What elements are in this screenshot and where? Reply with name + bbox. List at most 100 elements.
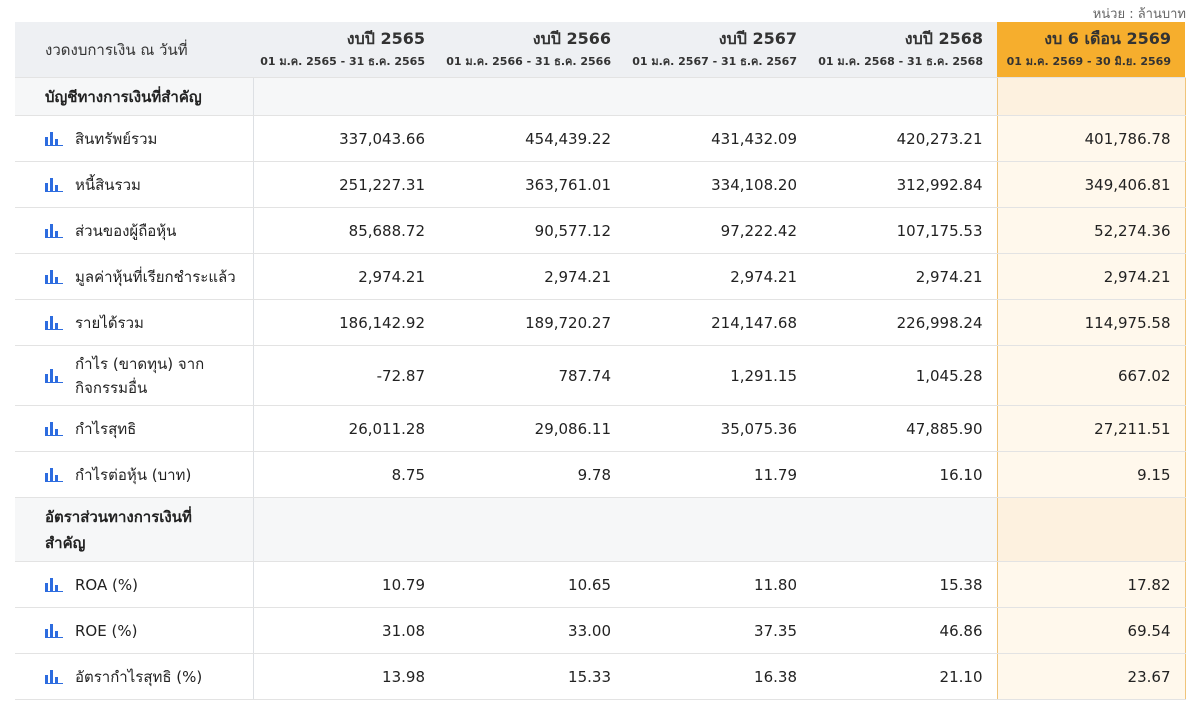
table-row: กำไรต่อหุ้น (บาท) 8.75 9.78 11.79 16.10 9.15 bbox=[15, 451, 1186, 498]
financial-table: งวดงบการเงิน ณ วันที่ งบปี 2565 01 ม.ค. … bbox=[15, 22, 1186, 700]
row-label-wrap: มูลค่าหุ้นที่เรียกชำระแล้ว bbox=[15, 265, 253, 289]
row-label-wrap: ROA (%) bbox=[15, 573, 253, 597]
row-label-wrap: อัตรากำไรสุทธิ (%) bbox=[15, 665, 253, 689]
row-label-cell: กำไรสุทธิ bbox=[15, 405, 254, 452]
row-label-wrap: สินทรัพย์รวม bbox=[15, 127, 253, 151]
column-header-2567: งบปี 2567 01 ม.ค. 2567 - 31 ธ.ค. 2567 bbox=[625, 22, 811, 78]
value-cell: 186,142.92 bbox=[253, 299, 439, 346]
column-header-2565: งบปี 2565 01 ม.ค. 2565 - 31 ธ.ค. 2565 bbox=[253, 22, 439, 78]
row-label-wrap: กำไรต่อหุ้น (บาท) bbox=[15, 463, 253, 487]
row-label: ROA (%) bbox=[75, 575, 138, 594]
value-cell: 47,885.90 bbox=[811, 405, 997, 452]
unit-label: หน่วย : ล้านบาท bbox=[1092, 7, 1186, 22]
value-cell: 10.65 bbox=[439, 561, 625, 608]
section-empty-cell bbox=[811, 77, 997, 116]
row-label-wrap: ROE (%) bbox=[15, 619, 253, 643]
value-cell: 312,992.84 bbox=[811, 161, 997, 208]
value-cell: 667.02 bbox=[996, 345, 1186, 406]
row-label: สินทรัพย์รวม bbox=[75, 129, 158, 148]
table-row: มูลค่าหุ้นที่เรียกชำระแล้ว 2,974.21 2,974.… bbox=[15, 253, 1186, 300]
header-row: งวดงบการเงิน ณ วันที่ งบปี 2565 01 ม.ค. … bbox=[15, 22, 1185, 78]
value-cell: 85,688.72 bbox=[253, 207, 439, 254]
bar-chart-icon[interactable] bbox=[45, 669, 63, 684]
value-cell: 1,045.28 bbox=[811, 345, 997, 406]
value-cell: 2,974.21 bbox=[439, 253, 625, 300]
table-row: หนี้สินรวม 251,227.31 363,761.01 334,108.20… bbox=[15, 161, 1186, 208]
period-header-label: งวดงบการเงิน ณ วันที่ bbox=[15, 22, 253, 78]
value-cell: 29,086.11 bbox=[439, 405, 625, 452]
value-cell: 1,291.15 bbox=[625, 345, 811, 406]
section-empty-cell bbox=[253, 497, 439, 562]
section-title: บัญชีทางการเงินที่สำคัญ bbox=[15, 77, 254, 116]
row-label: หนี้สินรวม bbox=[75, 175, 141, 194]
bar-chart-icon[interactable] bbox=[45, 421, 63, 436]
value-cell: 15.33 bbox=[439, 653, 625, 700]
value-cell: 21.10 bbox=[811, 653, 997, 700]
value-cell: 8.75 bbox=[253, 451, 439, 498]
value-cell: 2,974.21 bbox=[811, 253, 997, 300]
bar-chart-icon[interactable] bbox=[45, 315, 63, 330]
column-range: 01 ม.ค. 2568 - 31 ธ.ค. 2568 bbox=[818, 55, 983, 68]
bar-chart-icon[interactable] bbox=[45, 131, 63, 146]
value-cell: 114,975.58 bbox=[996, 299, 1186, 346]
row-label: อัตรากำไรสุทธิ (%) bbox=[75, 667, 203, 686]
section-empty-cell bbox=[625, 497, 811, 562]
value-cell: 189,720.27 bbox=[439, 299, 625, 346]
value-cell: 11.80 bbox=[625, 561, 811, 608]
value-cell: 16.38 bbox=[625, 653, 811, 700]
bar-chart-icon[interactable] bbox=[45, 368, 63, 383]
value-cell: 69.54 bbox=[996, 607, 1186, 654]
row-label: รายได้รวม bbox=[75, 313, 144, 332]
column-title: งบ 6 เดือน 2569 bbox=[1044, 29, 1171, 48]
row-label-cell: มูลค่าหุ้นที่เรียกชำระแล้ว bbox=[15, 253, 254, 300]
value-cell: 23.67 bbox=[996, 653, 1186, 700]
column-title: งบปี 2568 bbox=[904, 29, 983, 48]
bar-chart-icon[interactable] bbox=[45, 177, 63, 192]
bar-chart-icon[interactable] bbox=[45, 223, 63, 238]
column-title: งบปี 2566 bbox=[532, 29, 611, 48]
table-row: กำไรสุทธิ 26,011.28 29,086.11 35,075.36 47,8… bbox=[15, 405, 1186, 452]
value-cell: 26,011.28 bbox=[253, 405, 439, 452]
row-label-cell: ส่วนของผู้ถือหุ้น bbox=[15, 207, 254, 254]
value-cell: 15.38 bbox=[811, 561, 997, 608]
value-cell: 401,786.78 bbox=[996, 115, 1186, 162]
bar-chart-icon[interactable] bbox=[45, 269, 63, 284]
value-cell: 31.08 bbox=[253, 607, 439, 654]
value-cell: 9.15 bbox=[996, 451, 1186, 498]
row-label-cell: อัตรากำไรสุทธิ (%) bbox=[15, 653, 254, 700]
table-row: สินทรัพย์รวม 337,043.66 454,439.22 431,432.… bbox=[15, 115, 1186, 162]
bar-chart-icon[interactable] bbox=[45, 467, 63, 482]
row-label-cell: ROE (%) bbox=[15, 607, 254, 654]
table-row: ส่วนของผู้ถือหุ้น 85,688.72 90,577.12 97,22… bbox=[15, 207, 1186, 254]
bar-chart-icon[interactable] bbox=[45, 623, 63, 638]
value-cell: 97,222.42 bbox=[625, 207, 811, 254]
column-title: งบปี 2567 bbox=[718, 29, 797, 48]
value-cell: 226,998.24 bbox=[811, 299, 997, 346]
value-cell: 9.78 bbox=[439, 451, 625, 498]
column-range: 01 ม.ค. 2566 - 31 ธ.ค. 2566 bbox=[446, 55, 611, 68]
row-label-cell: กำไร (ขาดทุน) จากกิจกรรมอื่น bbox=[15, 345, 254, 406]
row-label-wrap: หนี้สินรวม bbox=[15, 173, 253, 197]
value-cell: 420,273.21 bbox=[811, 115, 997, 162]
value-cell: 2,974.21 bbox=[996, 253, 1186, 300]
value-cell: 10.79 bbox=[253, 561, 439, 608]
value-cell: -72.87 bbox=[253, 345, 439, 406]
section-empty-cell bbox=[439, 497, 625, 562]
value-cell: 35,075.36 bbox=[625, 405, 811, 452]
section-empty-cell bbox=[625, 77, 811, 116]
row-label: กำไรต่อหุ้น (บาท) bbox=[75, 465, 192, 484]
section-empty-cell bbox=[439, 77, 625, 116]
row-label: กำไร (ขาดทุน) จากกิจกรรมอื่น bbox=[75, 354, 205, 397]
bar-chart-icon[interactable] bbox=[45, 577, 63, 592]
table-row: ROA (%) 10.79 10.65 11.80 15.38 17.82 bbox=[15, 561, 1186, 608]
column-header-2566: งบปี 2566 01 ม.ค. 2566 - 31 ธ.ค. 2566 bbox=[439, 22, 625, 78]
value-cell: 46.86 bbox=[811, 607, 997, 654]
value-cell: 17.82 bbox=[996, 561, 1186, 608]
value-cell: 27,211.51 bbox=[996, 405, 1186, 452]
table-body: บัญชีทางการเงินที่สำคัญ สินทรัพย์รวม 337,0… bbox=[15, 77, 1186, 700]
value-cell: 251,227.31 bbox=[253, 161, 439, 208]
row-label-cell: กำไรต่อหุ้น (บาท) bbox=[15, 451, 254, 498]
value-cell: 107,175.53 bbox=[811, 207, 997, 254]
section-empty-cell bbox=[253, 77, 439, 116]
row-label-cell: หนี้สินรวม bbox=[15, 161, 254, 208]
